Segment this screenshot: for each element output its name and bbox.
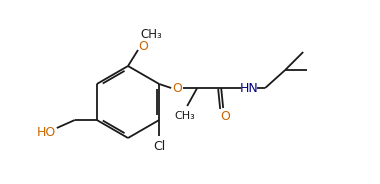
Text: CH₃: CH₃ — [140, 27, 162, 40]
Text: HN: HN — [240, 82, 258, 95]
Text: CH₃: CH₃ — [175, 111, 196, 121]
Text: O: O — [172, 82, 182, 95]
Text: Cl: Cl — [153, 139, 165, 153]
Text: O: O — [138, 40, 148, 52]
Text: HO: HO — [37, 127, 57, 139]
Text: O: O — [220, 111, 230, 123]
